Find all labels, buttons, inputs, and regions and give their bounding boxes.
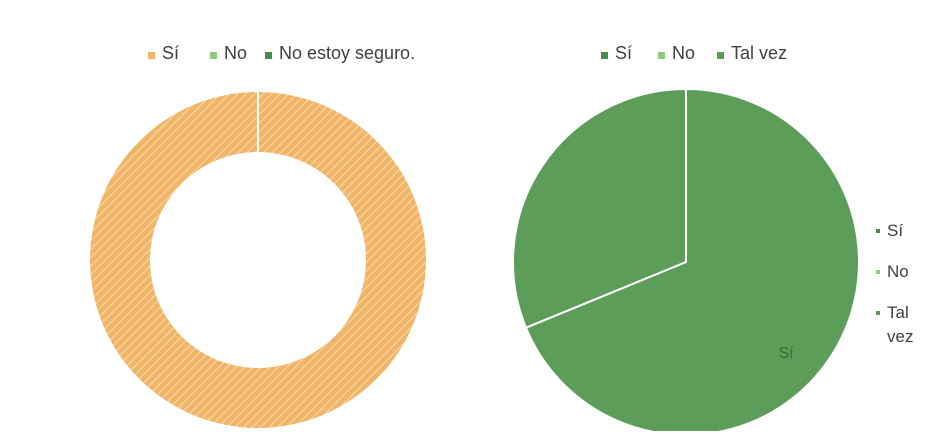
pie-slice-si xyxy=(524,87,860,436)
donut-chart: Sí No No estoy seguro. xyxy=(90,43,426,428)
pie-side-legend-bullet-2 xyxy=(876,311,880,315)
pie-chart: Sí Sí No Tal vez Sí No Tal vez xyxy=(512,43,913,436)
pie-data-label-si: Sí xyxy=(778,345,794,362)
donut-legend: Sí No No estoy seguro. xyxy=(148,43,415,63)
pie-side-legend-item-si-0: Sí xyxy=(887,221,903,240)
pie-legend-swatch-tal-vez xyxy=(717,52,724,59)
pie-legend: Sí No Tal vez xyxy=(601,43,787,63)
pie-side-legend-bullet-1 xyxy=(876,270,880,274)
pie-side-legend-bullet-0 xyxy=(876,229,880,233)
pie-legend-label-si: Sí xyxy=(615,43,632,63)
pie-legend-swatch-si xyxy=(601,52,608,59)
donut-legend-swatch-si xyxy=(148,52,155,59)
pie-slices xyxy=(512,87,860,436)
donut-legend-label-no: No xyxy=(224,43,247,63)
pie-side-legend-item-tal-2: Tal xyxy=(887,303,909,322)
pie-side-legend-item-no-1: No xyxy=(887,262,909,281)
donut-legend-swatch-no-estoy-seguro xyxy=(265,52,272,59)
pie-side-legend-item-vez-3: vez xyxy=(887,327,913,346)
pie-legend-label-tal-vez: Tal vez xyxy=(731,43,787,63)
donut-legend-swatch-no xyxy=(210,52,217,59)
pie-side-legend: Sí No Tal vez xyxy=(876,221,913,346)
pie-legend-swatch-no xyxy=(658,52,665,59)
donut-slice-si xyxy=(90,92,426,428)
pie-slice-no xyxy=(512,87,687,330)
donut-slices xyxy=(90,92,426,428)
pie-legend-label-no: No xyxy=(672,43,695,63)
donut-legend-label-si: Sí xyxy=(162,43,179,63)
pie-data-labels: Sí xyxy=(778,345,794,362)
donut-legend-label-no-estoy-seguro: No estoy seguro. xyxy=(279,43,415,63)
